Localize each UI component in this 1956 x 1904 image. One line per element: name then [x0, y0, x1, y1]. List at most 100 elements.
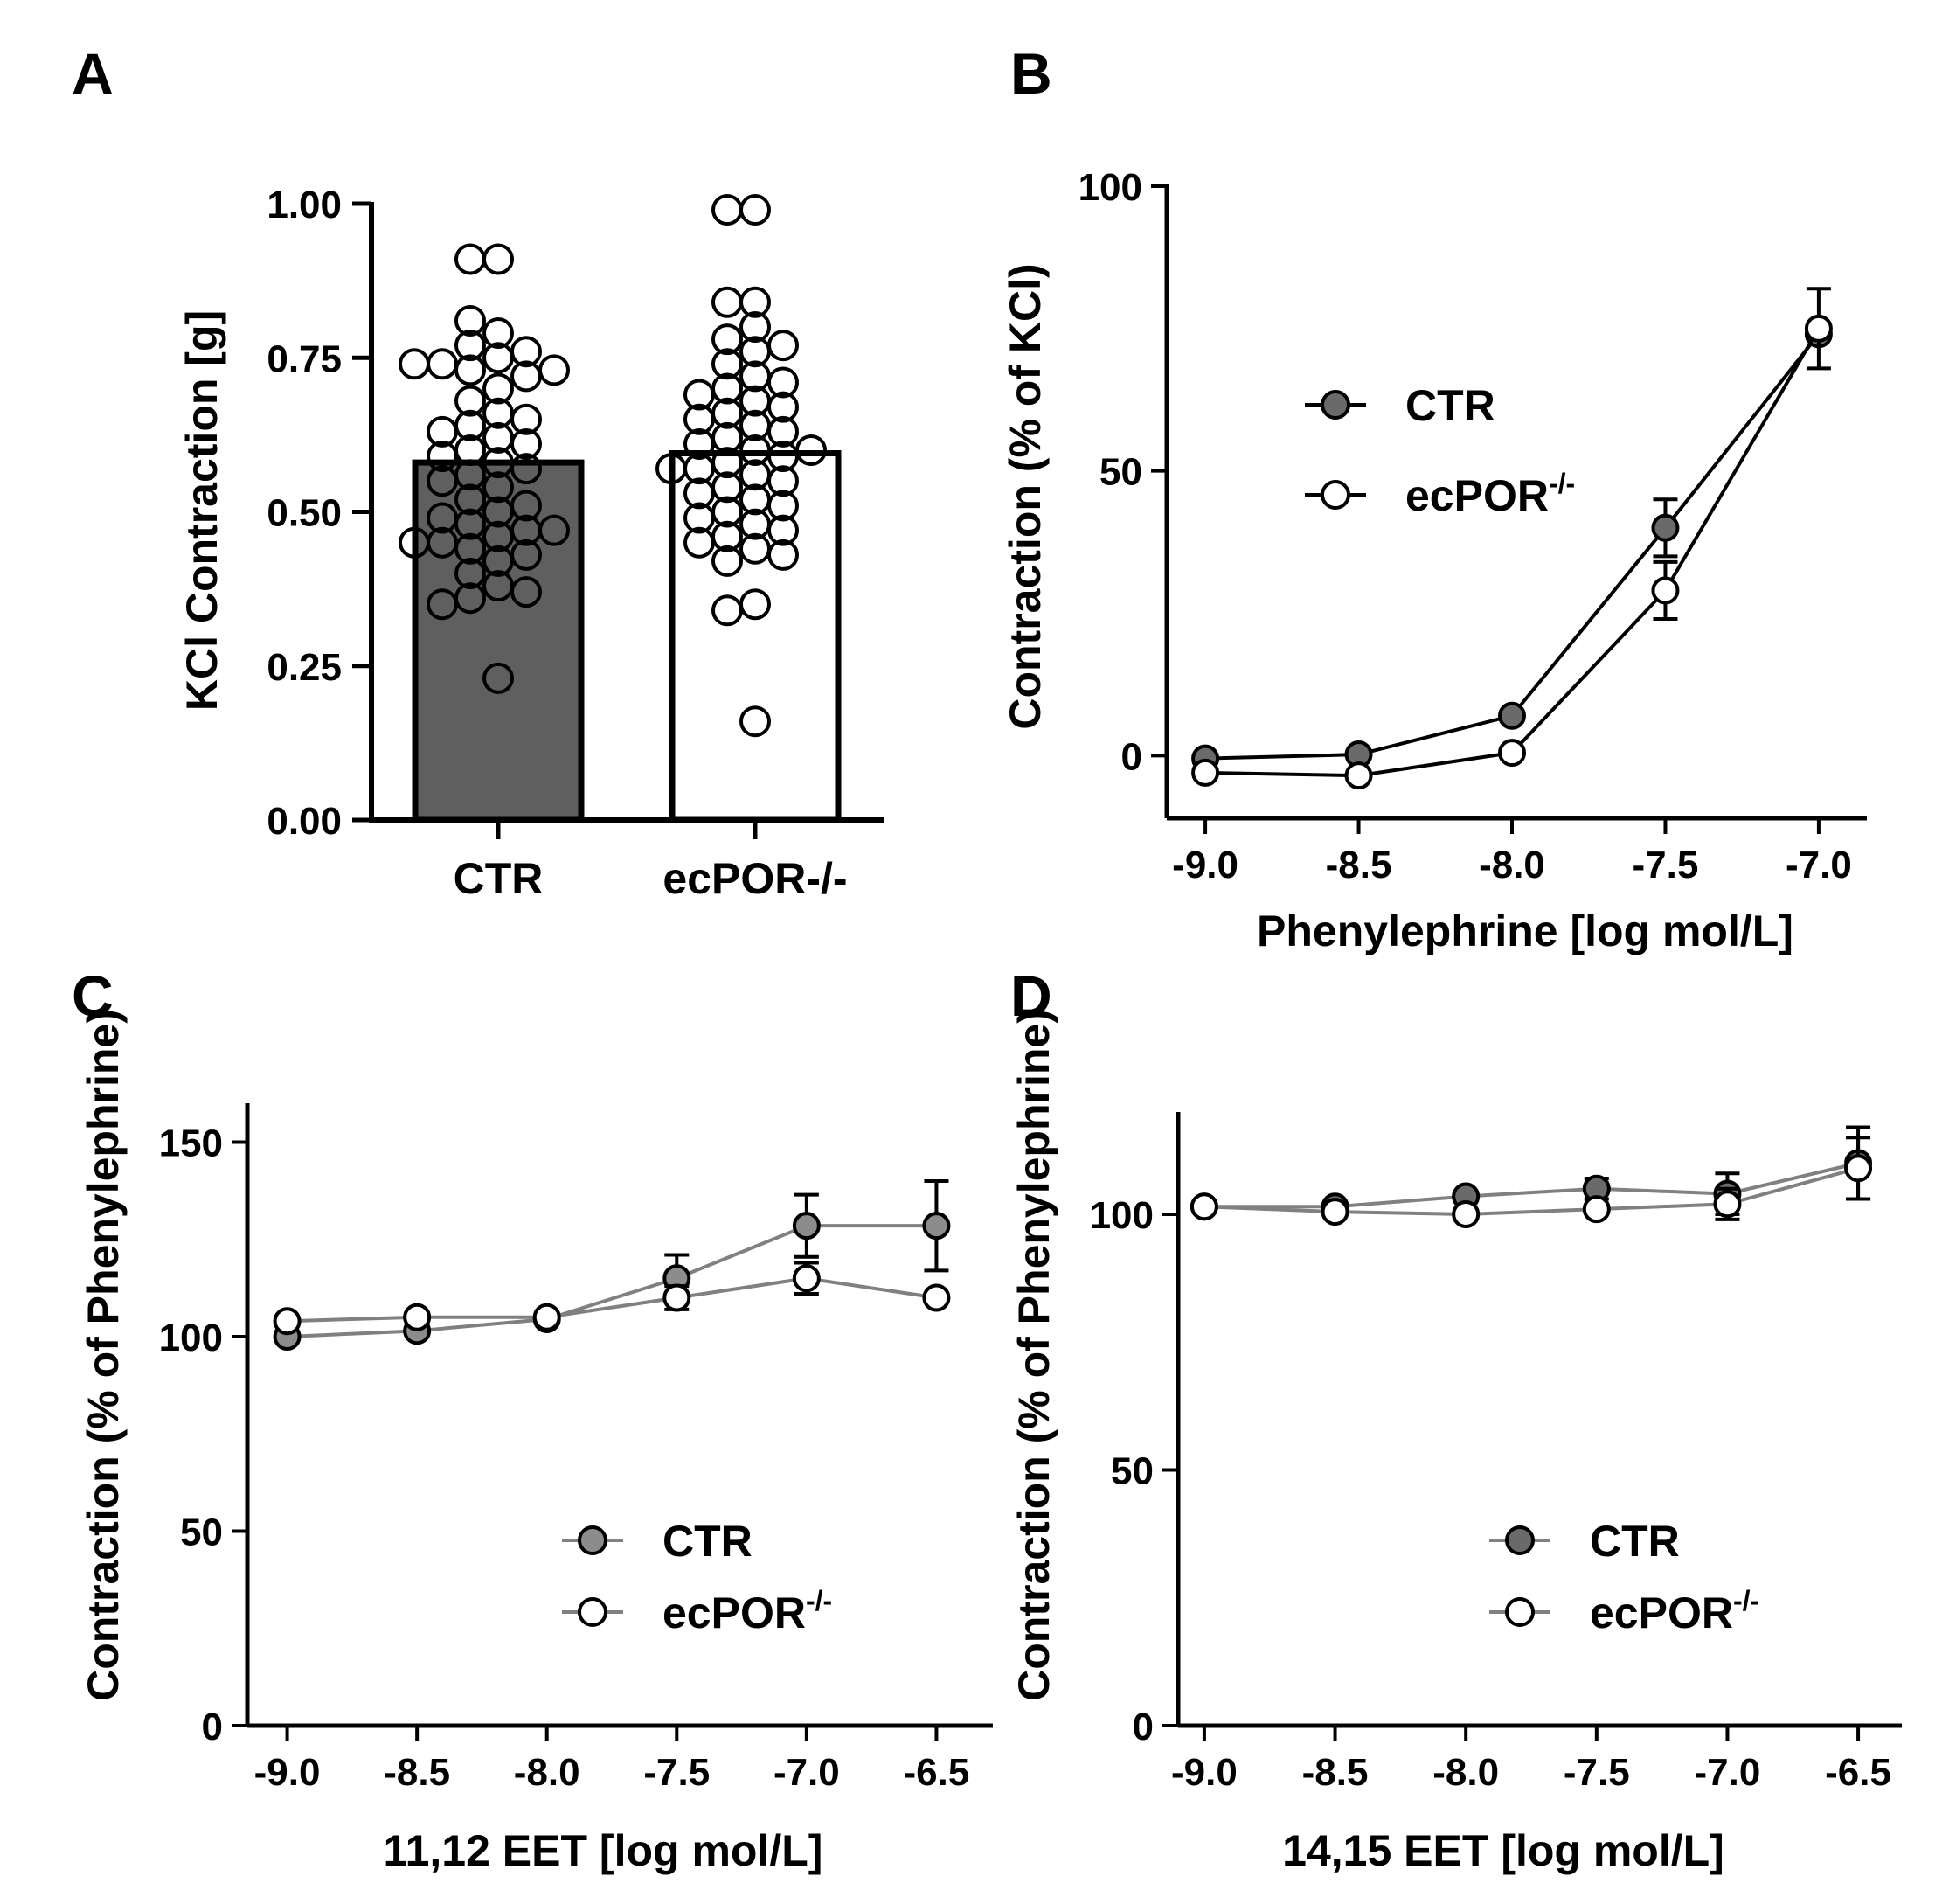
data-point [510, 453, 542, 485]
data-point [482, 471, 514, 504]
data-point [510, 427, 542, 460]
legend-label-text: CTR [662, 1517, 753, 1566]
data-point [399, 348, 430, 380]
y-tick-label-a: 1.00 [267, 184, 342, 226]
data-point [538, 354, 570, 386]
data-point [427, 348, 458, 380]
legend-marker [1321, 390, 1350, 420]
ecpor-marker [1651, 576, 1680, 605]
legend-label-ctr: CTR [1405, 381, 1495, 430]
legend-label-superscript: -/- [1733, 1585, 1759, 1616]
legend-label-text: CTR [1590, 1517, 1680, 1566]
data-point [482, 317, 514, 350]
data-point [427, 415, 458, 448]
data-point [427, 441, 458, 473]
ecpor-marker [1804, 314, 1833, 343]
ecpor-marker [1191, 758, 1220, 787]
x-tick-label: -8.0 [1479, 844, 1545, 886]
legend-label-ecpor: ecPOR-/- [662, 1585, 832, 1637]
data-point [767, 465, 799, 497]
data-point [767, 330, 799, 362]
data-point [454, 385, 486, 417]
data-point [399, 526, 430, 559]
legend-label-superscript: -/- [1549, 468, 1575, 499]
y-tick-label: 100 [1079, 166, 1142, 209]
x-tick-label: -9.0 [254, 1751, 321, 1794]
data-point [454, 558, 486, 589]
plot-area-b: 0 50 100 -9.0 -8.5 -8.0 -7.5 -7.0 CTR ecPOR-/- [1079, 166, 1867, 886]
plot-area-d: 0 50 100 -9.0 -8.5 -8.0 -7.5 -7.0 -6.5 CTR ecPOR-/… [1090, 1112, 1902, 1794]
ctr-marker [922, 1212, 951, 1240]
data-point [711, 594, 743, 627]
data-point [510, 360, 542, 393]
data-point [510, 576, 542, 608]
data-point [538, 514, 570, 546]
data-point [454, 330, 486, 362]
panel-letter-b: B [1010, 41, 1052, 106]
legend-label-ecpor: ecPOR-/- [1405, 468, 1575, 520]
y-tick-label-a: 0.50 [267, 492, 342, 535]
data-point [739, 705, 771, 738]
series-line-ctr [1203, 1161, 1859, 1209]
data-point [454, 304, 486, 337]
ecpor-marker [792, 1264, 821, 1293]
panel-a: A KCl Contraction [g] 0.00 0.25 0.50 0.75 1.… [72, 41, 884, 903]
data-point [683, 477, 715, 510]
x-tick-label: -7.0 [1695, 1751, 1761, 1794]
ecpor-marker [1582, 1195, 1611, 1224]
ctr-marker [792, 1212, 821, 1240]
plot-area-c: 0 50 100 150 -9.0 -8.5 -8.0 -7.5 -7.0 -6.5 CTR ecPO… [159, 1103, 993, 1794]
ecpor-marker [273, 1307, 302, 1336]
category-label: ecPOR-/- [662, 854, 847, 903]
data-point [683, 427, 715, 460]
y-tick-label-a: 0.75 [267, 337, 342, 380]
panel-c: C Contraction (% of Phenylephrine) 11,12… [72, 963, 993, 1875]
legend-label-ecpor: ecPOR-/- [1590, 1585, 1759, 1637]
x-tick-label: -7.0 [773, 1751, 840, 1794]
panel-d: D Contraction (% of Phenylephrine) 14,15… [1009, 963, 1902, 1875]
x-tick-label: -9.0 [1172, 844, 1238, 886]
x-tick-label: -7.5 [1633, 844, 1699, 886]
x-tick-label: -6.5 [904, 1751, 970, 1794]
data-point [767, 539, 799, 571]
y-tick-label: 0 [202, 1706, 223, 1748]
y-tick-label: 100 [1090, 1194, 1154, 1237]
x-tick-label: -8.0 [514, 1751, 580, 1794]
y-axis-label-d: Contraction (% of Phenylephrine) [1009, 1009, 1058, 1701]
data-point [510, 403, 542, 435]
panel-letter-a: A [72, 41, 114, 106]
x-tick-label: -7.5 [643, 1751, 710, 1794]
data-point [683, 526, 715, 559]
y-tick-label: 50 [1099, 451, 1142, 494]
legend-label-text: ecPOR [1405, 471, 1549, 520]
data-point [454, 243, 486, 275]
data-point [683, 502, 715, 534]
data-point [683, 403, 715, 435]
data-point [454, 508, 486, 540]
data-point [739, 194, 771, 226]
legend-marker [578, 1525, 607, 1555]
y-tick-label: 50 [1111, 1450, 1154, 1493]
ecpor-marker [1844, 1154, 1873, 1183]
x-tick-label: -8.5 [384, 1751, 450, 1794]
x-tick-label: -9.0 [1171, 1751, 1238, 1794]
legend-label-text: ecPOR [1590, 1588, 1733, 1637]
x-axis-label-d: 14,15 EET [log mol/L] [1282, 1826, 1724, 1875]
y-axis-label-a: KCl Contraction [g] [177, 310, 226, 711]
data-point [482, 545, 514, 577]
legend-marker [1505, 1597, 1535, 1627]
ecpor-marker [532, 1303, 561, 1331]
y-tick-label: 0 [1133, 1706, 1154, 1748]
x-axis-label-c: 11,12 EET [log mol/L] [384, 1826, 823, 1875]
legend-label-ctr: CTR [662, 1517, 753, 1566]
data-point [767, 514, 799, 546]
x-axis-label-b: Phenylephrine [log mol/L] [1257, 907, 1793, 955]
data-point [482, 243, 514, 275]
data-point [739, 311, 771, 343]
data-point [454, 483, 486, 516]
legend-label-text: ecPOR [662, 1588, 806, 1637]
panel-letter-c: C [72, 963, 114, 1028]
y-axis-label-b: Contraction (% of KCl) [1001, 263, 1050, 729]
ctr-marker [1651, 513, 1680, 542]
data-point [655, 453, 687, 485]
